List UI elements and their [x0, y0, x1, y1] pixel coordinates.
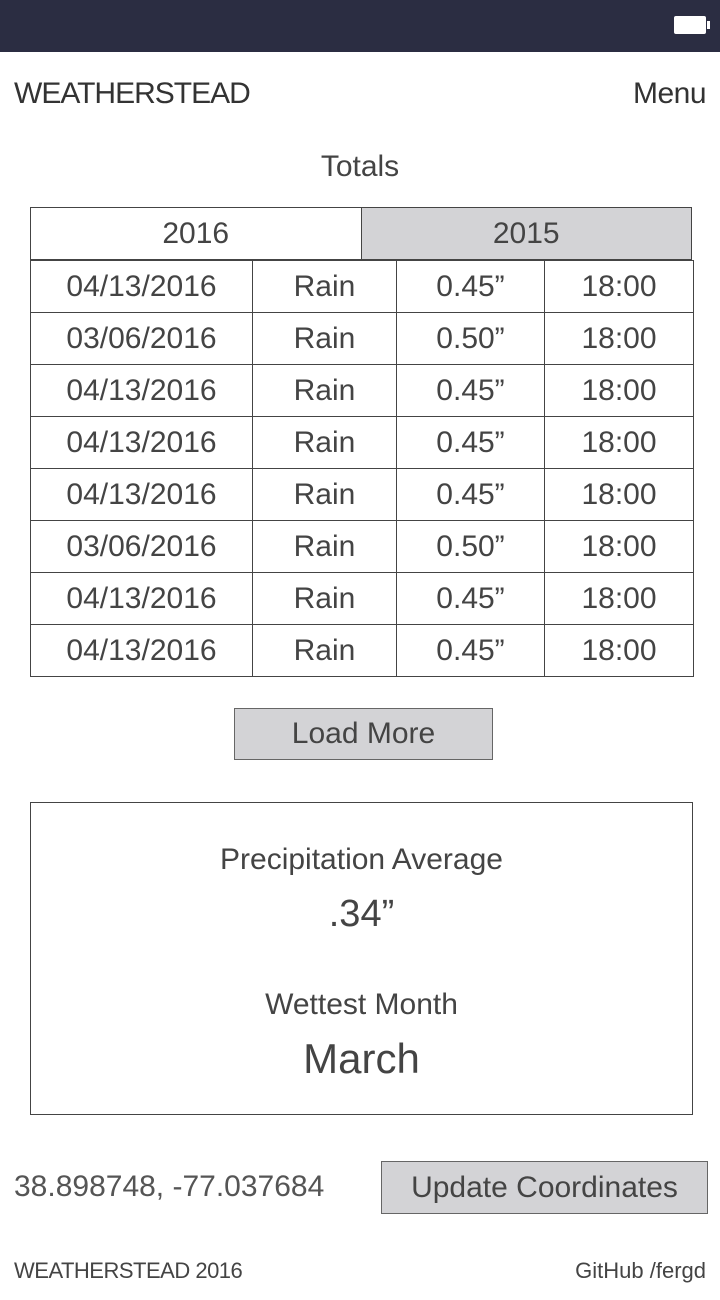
date-cell: 04/13/2016: [30, 468, 253, 521]
footer-brand: WEATHERSTEAD 2016: [14, 1258, 243, 1283]
date-cell: 04/13/2016: [30, 364, 253, 417]
type-cell: Rain: [252, 260, 397, 313]
type-cell: Rain: [252, 312, 397, 365]
update-coordinates-button[interactable]: Update Coordinates: [381, 1161, 708, 1214]
amount-cell: 0.50”: [396, 312, 545, 365]
time-cell: 18:00: [544, 572, 694, 625]
date-cell: 03/06/2016: [30, 312, 253, 365]
wettest-month-label: Wettest Month: [265, 988, 458, 1021]
year-tabs: 2016 2015: [30, 207, 692, 260]
time-cell: 18:00: [544, 468, 694, 521]
type-cell: Rain: [252, 624, 397, 677]
stats-panel: Precipitation Average .34” Wettest Month…: [30, 802, 693, 1115]
status-bar: [0, 0, 720, 52]
type-cell: Rain: [252, 364, 397, 417]
menu-button[interactable]: Menu: [632, 77, 707, 110]
github-link[interactable]: GitHub /fergd: [575, 1258, 706, 1283]
time-cell: 18:00: [544, 624, 694, 677]
amount-cell: 0.45”: [396, 468, 545, 521]
amount-cell: 0.45”: [396, 416, 545, 469]
coordinates-text: 38.898748, -77.037684: [14, 1170, 325, 1203]
precipitation-average-label: Precipitation Average: [220, 843, 503, 876]
date-cell: 04/13/2016: [30, 260, 253, 313]
type-cell: Rain: [252, 416, 397, 469]
battery-icon: [674, 16, 710, 34]
tab-2015[interactable]: 2015: [360, 208, 691, 259]
date-cell: 04/13/2016: [30, 624, 253, 677]
app-title: WEATHERSTEAD: [14, 77, 251, 110]
table-row: 04/13/2016 Rain 0.45” 18:00: [30, 624, 694, 677]
type-cell: Rain: [252, 572, 397, 625]
amount-cell: 0.45”: [396, 572, 545, 625]
tab-2016[interactable]: 2016: [31, 208, 361, 259]
time-cell: 18:00: [544, 312, 694, 365]
table-row: 04/13/2016 Rain 0.45” 18:00: [30, 364, 694, 417]
time-cell: 18:00: [544, 364, 694, 417]
table-row: 03/06/2016 Rain 0.50” 18:00: [30, 312, 694, 365]
date-cell: 04/13/2016: [30, 572, 253, 625]
type-cell: Rain: [252, 520, 397, 573]
records-table: 04/13/2016 Rain 0.45” 18:00 03/06/2016 R…: [30, 260, 694, 677]
amount-cell: 0.45”: [396, 260, 545, 313]
table-row: 03/06/2016 Rain 0.50” 18:00: [30, 520, 694, 573]
table-row: 04/13/2016 Rain 0.45” 18:00: [30, 468, 694, 521]
amount-cell: 0.45”: [396, 624, 545, 677]
time-cell: 18:00: [544, 260, 694, 313]
time-cell: 18:00: [544, 520, 694, 573]
section-title: Totals: [320, 150, 400, 183]
date-cell: 04/13/2016: [30, 416, 253, 469]
wettest-month-value: March: [303, 1035, 420, 1082]
amount-cell: 0.50”: [396, 520, 545, 573]
load-more-button[interactable]: Load More: [234, 708, 493, 760]
table-row: 04/13/2016 Rain 0.45” 18:00: [30, 572, 694, 625]
table-row: 04/13/2016 Rain 0.45” 18:00: [30, 416, 694, 469]
type-cell: Rain: [252, 468, 397, 521]
table-row: 04/13/2016 Rain 0.45” 18:00: [30, 260, 694, 313]
precipitation-average-value: .34”: [328, 893, 395, 935]
amount-cell: 0.45”: [396, 364, 545, 417]
time-cell: 18:00: [544, 416, 694, 469]
date-cell: 03/06/2016: [30, 520, 253, 573]
